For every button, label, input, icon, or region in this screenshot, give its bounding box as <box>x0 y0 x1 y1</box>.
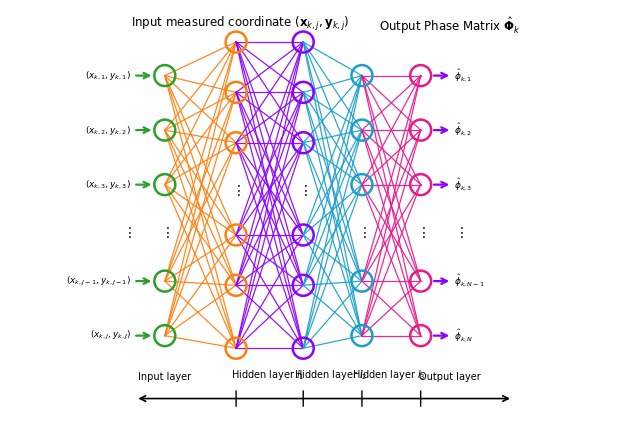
Text: $\hat{\phi}_{k,N}$: $\hat{\phi}_{k,N}$ <box>454 327 474 344</box>
Text: Hidden layer $l_2$: Hidden layer $l_2$ <box>294 368 367 382</box>
Text: $\vdots$: $\vdots$ <box>160 226 170 241</box>
Text: $(x_{k,2},y_{k,2})$: $(x_{k,2},y_{k,2})$ <box>86 124 131 137</box>
Text: $\vdots$: $\vdots$ <box>231 184 241 199</box>
Text: $\hat{\phi}_{k,3}$: $\hat{\phi}_{k,3}$ <box>454 176 472 193</box>
Text: $\vdots$: $\vdots$ <box>454 226 464 241</box>
Text: $(x_{k,J-1},y_{k,J-1})$: $(x_{k,J-1},y_{k,J-1})$ <box>67 274 131 288</box>
Text: Input measured coordinate $(\mathbf{x}_{k,j},\mathbf{y}_{k,j})$: Input measured coordinate $(\mathbf{x}_{… <box>131 15 349 33</box>
Text: $\vdots$: $\vdots$ <box>298 184 308 199</box>
Text: Output Phase Matrix $\hat{\mathbf{\Phi}}_k$: Output Phase Matrix $\hat{\mathbf{\Phi}}… <box>380 15 521 36</box>
Text: Input layer: Input layer <box>138 372 191 382</box>
Text: $\vdots$: $\vdots$ <box>416 226 426 241</box>
Text: Hidden layer $l_1$: Hidden layer $l_1$ <box>231 368 305 382</box>
Text: $\hat{\phi}_{k,1}$: $\hat{\phi}_{k,1}$ <box>454 67 472 84</box>
Text: Output layer: Output layer <box>419 372 481 382</box>
Text: $\vdots$: $\vdots$ <box>357 226 367 241</box>
Text: Hidden layer $l_3$: Hidden layer $l_3$ <box>353 368 426 382</box>
Text: $\hat{\phi}_{k,2}$: $\hat{\phi}_{k,2}$ <box>454 122 472 138</box>
Text: $(x_{k,J},y_{k,J})$: $(x_{k,J},y_{k,J})$ <box>90 329 131 342</box>
Text: $\hat{\phi}_{k,N-1}$: $\hat{\phi}_{k,N-1}$ <box>454 273 485 289</box>
Text: $(x_{k,1},y_{k,1})$: $(x_{k,1},y_{k,1})$ <box>86 69 131 82</box>
Text: $(x_{k,3},y_{k,3})$: $(x_{k,3},y_{k,3})$ <box>86 178 131 191</box>
Text: $\vdots$: $\vdots$ <box>122 226 131 241</box>
